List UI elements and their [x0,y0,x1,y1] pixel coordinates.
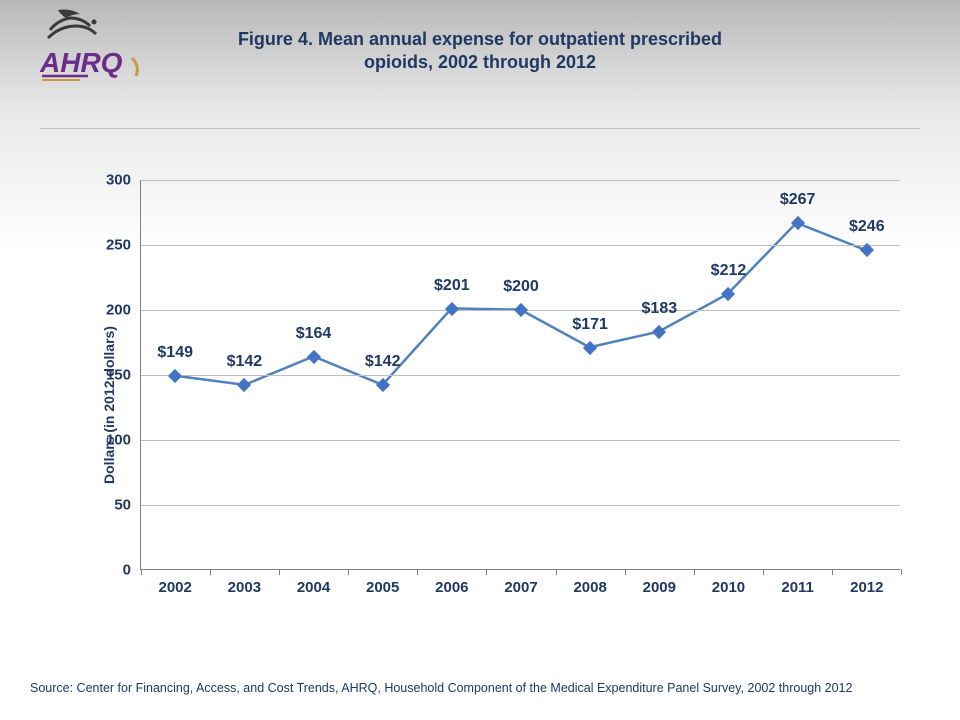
chart-title: Figure 4. Mean annual expense for outpat… [0,28,960,75]
gridline [141,505,900,506]
y-tick-label: 150 [91,367,131,384]
x-tick-mark [556,569,557,575]
chart-title-line2: opioids, 2002 through 2012 [364,52,596,72]
data-label: $246 [849,218,885,236]
x-tick-mark [694,569,695,575]
x-tick-label: 2004 [297,579,330,596]
data-label: $142 [227,353,263,371]
x-tick-mark [417,569,418,575]
data-label: $267 [780,191,816,209]
y-tick-label: 250 [91,237,131,254]
data-label: $149 [157,344,193,362]
plot-region: 0501001502002503002002200320042005200620… [140,180,900,570]
chart-title-line1: Figure 4. Mean annual expense for outpat… [238,29,722,49]
gridline [141,245,900,246]
source-footer: Source: Center for Financing, Access, an… [30,681,930,695]
x-tick-mark [625,569,626,575]
x-tick-label: 2003 [228,579,261,596]
gridline [141,375,900,376]
x-tick-mark [901,569,902,575]
chart-area: Dollars (in 2012 dollars) 05010015020025… [40,170,920,640]
x-tick-mark [348,569,349,575]
data-label: $212 [711,262,747,280]
x-tick-label: 2002 [159,579,192,596]
y-tick-label: 0 [91,562,131,579]
x-tick-mark [486,569,487,575]
x-tick-mark [141,569,142,575]
x-tick-mark [832,569,833,575]
x-tick-label: 2011 [781,579,814,596]
y-tick-label: 200 [91,302,131,319]
x-tick-label: 2009 [643,579,676,596]
y-tick-label: 300 [91,172,131,189]
data-label: $201 [434,277,470,295]
data-label: $142 [365,353,401,371]
x-tick-label: 2005 [366,579,399,596]
y-tick-label: 50 [91,497,131,514]
x-tick-label: 2010 [712,579,745,596]
data-label: $200 [503,278,539,296]
x-tick-mark [763,569,764,575]
data-label: $183 [642,300,678,318]
y-tick-label: 100 [91,432,131,449]
y-axis-title: Dollars (in 2012 dollars) [101,326,117,484]
x-tick-label: 2012 [850,579,883,596]
data-label: $171 [572,316,608,334]
gridline [141,440,900,441]
data-label: $164 [296,325,332,343]
x-tick-label: 2006 [435,579,468,596]
x-tick-label: 2007 [504,579,537,596]
x-tick-label: 2008 [573,579,606,596]
header: AHRQ Figure 4. Mean annual expense for o… [0,0,960,130]
gridline [141,180,900,181]
x-tick-mark [210,569,211,575]
header-rule [40,128,920,129]
x-tick-mark [279,569,280,575]
